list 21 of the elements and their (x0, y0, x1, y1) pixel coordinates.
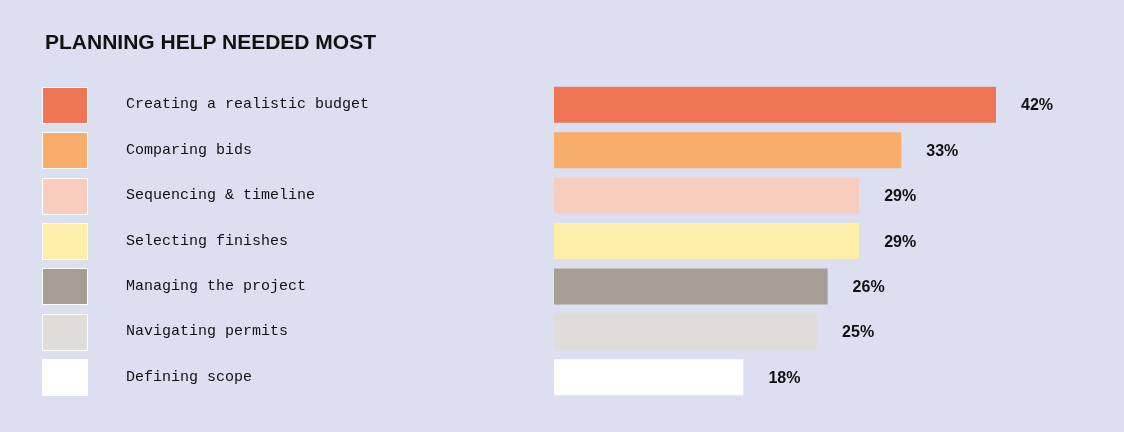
text: PLANNING HELP NEEDED MOST (45, 30, 377, 53)
data-label: 29% (884, 187, 917, 205)
bar (554, 86, 996, 123)
data-label: 25% (842, 323, 875, 341)
data-label: 29% (884, 232, 917, 250)
y-tick-label: Comparing bids (126, 141, 253, 159)
data-label: 18% (768, 368, 801, 386)
y-tick-label: Defining scope (126, 368, 253, 386)
bar (554, 268, 828, 305)
bar (554, 132, 902, 169)
bar (554, 359, 744, 396)
y-tick-label: Navigating permits (126, 323, 289, 341)
data-label: 42% (1021, 96, 1054, 114)
y-tick-label: Sequencing & timeline (126, 187, 316, 205)
bar (554, 177, 860, 214)
data-label: 26% (852, 277, 885, 295)
y-tick-label: Managing the project (126, 277, 307, 295)
bar (554, 223, 860, 259)
y-tick-label: Creating a realistic budget (126, 96, 370, 114)
y-tick-label: Selecting finishes (126, 232, 289, 250)
data-label: 33% (926, 141, 959, 159)
